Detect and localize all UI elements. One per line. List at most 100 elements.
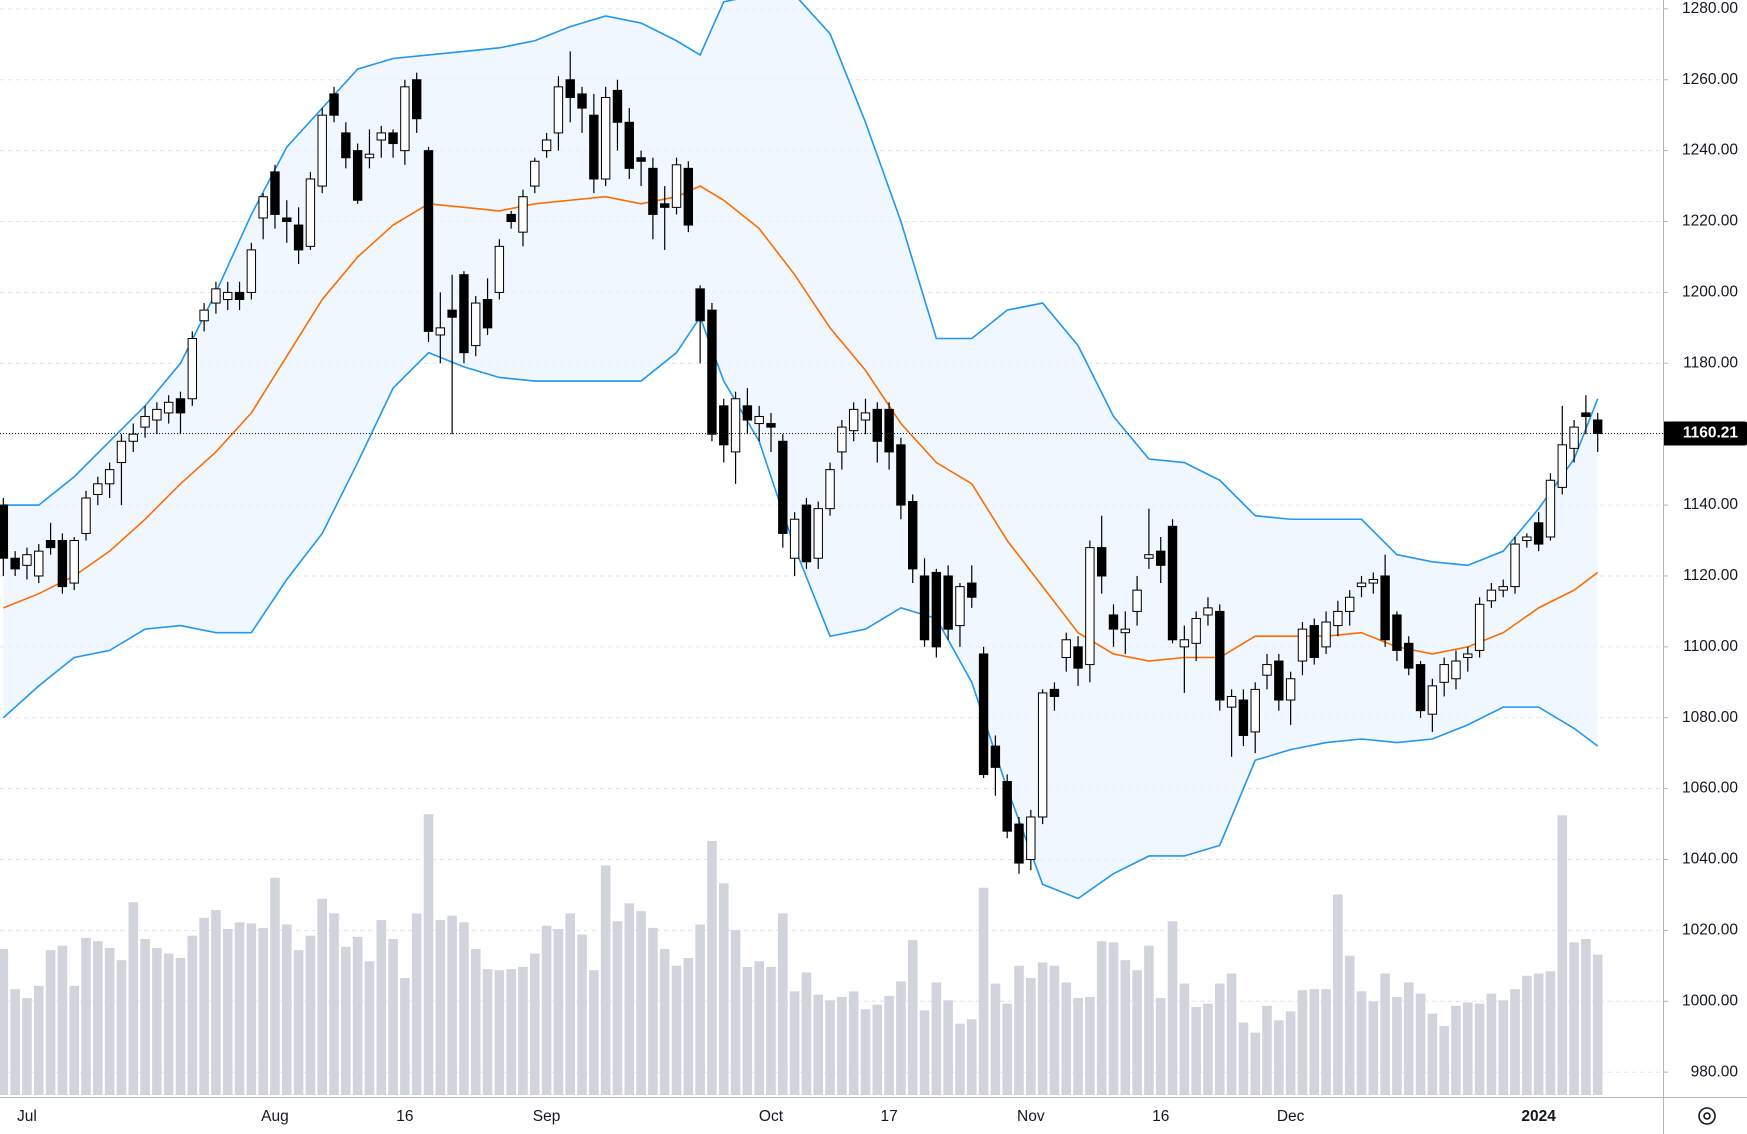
x-tick-label: 17 [880,1108,897,1125]
volume-bar [919,1010,930,1095]
volume-bar [1250,1032,1261,1095]
volume-bar [1037,962,1048,1095]
volume-bar [1474,1003,1485,1095]
candle-body [1285,678,1296,701]
settings-icon[interactable] [1698,1107,1716,1125]
candle-body [57,540,68,588]
candle-body [364,153,375,159]
candle-body [908,501,918,570]
volume-bar [565,913,576,1095]
volume-bar [1510,989,1520,1095]
volume-bar [211,910,221,1095]
candle-body [10,557,20,570]
volume-bar [541,925,552,1095]
settings-center [1703,1112,1711,1120]
volume-bar [1592,954,1603,1095]
y-tick-label: 1020.00 [1682,922,1738,939]
volume-bar [837,996,847,1095]
candle-body [1498,586,1508,591]
candle-body [258,196,268,219]
volume-bar [1368,1001,1379,1095]
volume-bar [1132,970,1142,1095]
candle-body [600,96,611,180]
volume-bar [1522,975,1532,1095]
volume-bar [518,966,528,1095]
candle-body [660,203,670,208]
candle-body [1061,639,1071,658]
volume-bar [281,924,292,1095]
volume-bar [305,935,316,1095]
volume-bar [152,947,162,1095]
candle-body [163,401,174,414]
candle-body [223,291,233,301]
volume-bar [1581,939,1591,1095]
volume-bar [506,969,516,1095]
volume-bar [1451,1005,1461,1095]
candle-body [967,582,977,598]
volume-bar [1333,894,1343,1095]
volume-bar [636,911,646,1095]
candle-body [1238,699,1249,736]
volume-bar [246,923,257,1095]
volume-bar [1285,1011,1296,1095]
volume-bar [1439,1025,1449,1095]
volume-bar [0,949,9,1095]
y-tick-label: 1000.00 [1682,992,1738,1009]
volume-bar [470,949,481,1095]
volume-bar [955,1023,965,1095]
candle-body [789,518,800,559]
volume-bar [742,966,753,1095]
volume-bar [1403,982,1414,1095]
candle-body [648,167,658,215]
volume-bar [187,935,198,1095]
candle-body [376,132,386,141]
volume-bar [801,972,812,1095]
volume-bar [258,927,268,1095]
candle-body [329,93,339,116]
x-tick-label: 2024 [1521,1108,1556,1125]
volume-bar [659,949,670,1095]
volume-bar [81,937,91,1095]
volume-bar [1002,1003,1012,1095]
candle-body [919,575,930,641]
x-tick-label: 16 [396,1108,413,1125]
candle-body [1474,603,1485,651]
candle-body [742,405,753,421]
candle-body [1593,419,1603,434]
candle-body [435,327,446,336]
volume-bar [648,927,658,1095]
candle-body [636,157,646,162]
volume-bar [1380,973,1390,1095]
volume-bar [600,865,611,1095]
volume-bar [529,953,540,1095]
candle-body [1309,625,1319,658]
volume-bar [317,898,328,1095]
candle-body [211,288,221,304]
candle-body [1463,653,1473,658]
volume-bar [1415,993,1426,1095]
candle-body [0,504,9,559]
volume-bar [1108,942,1119,1095]
candle-body [1415,664,1426,712]
candle-body [1333,610,1343,627]
volume-bar [683,957,694,1095]
candle-body [1026,816,1036,861]
candle-body [730,398,741,453]
candle-body [766,423,776,428]
candle-body [612,89,623,123]
candle-body [352,150,363,201]
volume-bar [293,950,304,1095]
candle-body [116,440,127,464]
candle-body [282,217,292,223]
y-tick-label: 1040.00 [1682,851,1738,868]
candle-body [447,309,457,318]
candle-body [187,337,198,400]
volume-bar [1321,989,1331,1095]
volume-bar [1262,1005,1272,1095]
volume-bar [718,883,729,1095]
volume-bar [966,1019,977,1095]
candle-body [494,245,505,293]
y-tick-label: 1180.00 [1683,354,1738,371]
candle-body [1510,543,1520,588]
candle-body [931,571,942,648]
